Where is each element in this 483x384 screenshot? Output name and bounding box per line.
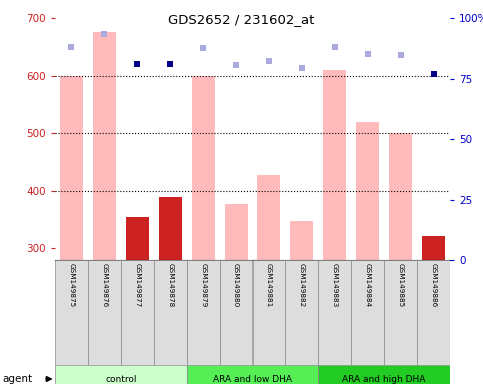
Text: GSM149883: GSM149883 [332,263,338,308]
Text: ARA and high DHA: ARA and high DHA [342,374,426,384]
Text: GSM149885: GSM149885 [398,263,404,308]
Text: GSM149877: GSM149877 [134,263,140,308]
Bar [186,365,318,384]
Bar [356,122,379,260]
Bar [351,260,384,365]
Bar [253,260,285,365]
Text: ARA and low DHA: ARA and low DHA [213,374,292,384]
Text: GSM149878: GSM149878 [167,263,173,308]
Bar [154,260,186,365]
Bar [159,197,182,260]
Text: control: control [105,374,137,384]
Bar [389,133,412,260]
Bar [257,175,281,260]
Bar [285,260,318,365]
Bar [318,365,450,384]
Text: GSM149886: GSM149886 [430,263,437,308]
Bar [318,260,351,365]
Bar [220,260,253,365]
Text: GSM149875: GSM149875 [69,263,74,308]
Bar [88,260,121,365]
Bar [323,70,346,260]
Text: GSM149884: GSM149884 [365,263,371,308]
Bar [186,260,220,365]
Bar [417,260,450,365]
Bar [121,260,154,365]
Text: GSM149879: GSM149879 [200,263,206,308]
Bar [93,32,116,260]
Bar [126,217,149,260]
Text: GSM149881: GSM149881 [266,263,272,308]
Bar [422,236,445,260]
Bar [384,260,417,365]
Bar [60,76,83,260]
Bar [55,365,186,384]
Text: GSM149882: GSM149882 [299,263,305,308]
Text: GSM149876: GSM149876 [101,263,107,308]
Bar [225,204,248,260]
Text: GSM149880: GSM149880 [233,263,239,308]
Text: agent: agent [2,374,32,384]
Text: GDS2652 / 231602_at: GDS2652 / 231602_at [168,13,315,26]
Bar [290,221,313,260]
Bar [192,76,214,260]
Bar [55,260,88,365]
